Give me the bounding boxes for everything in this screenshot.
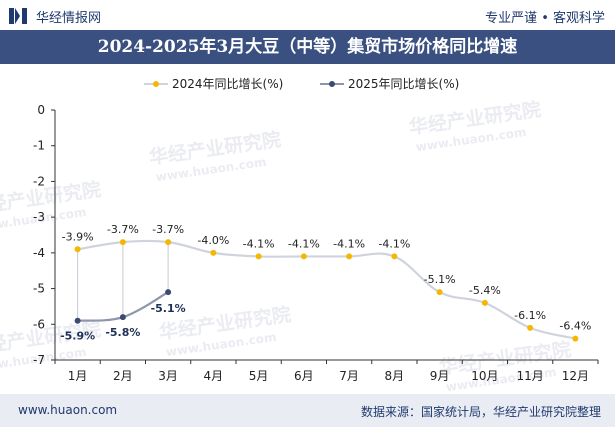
series-2025-data-label: -5.9% — [60, 330, 95, 343]
series-2024-point — [436, 289, 443, 296]
legend-2025-label: 2025年同比增长(%) — [348, 77, 459, 91]
x-tick-label: 8月 — [385, 369, 405, 383]
x-tick-label: 10月 — [471, 369, 498, 383]
y-tick-label: -4 — [33, 246, 45, 260]
x-tick-label: 2月 — [113, 369, 133, 383]
series-2024-point — [255, 253, 262, 260]
series-2024-point — [74, 246, 81, 253]
series-2024-line — [77, 239, 576, 340]
series-2024-point — [391, 253, 398, 260]
series-2025-data-label: -5.1% — [151, 302, 186, 315]
footer-bar: www.huaon.com 数据来源：国家统计局，华经产业研究院整理 — [0, 394, 615, 427]
x-tick-label: 12月 — [562, 369, 589, 383]
legend-2024-marker — [153, 81, 159, 87]
x-tick-label: 11月 — [516, 369, 543, 383]
series-2024-data-label: -4.1% — [243, 237, 275, 250]
y-tick-label: -3 — [33, 210, 45, 224]
series-2024-data-label: -3.7% — [107, 223, 139, 236]
y-tick-label: 0 — [37, 103, 45, 117]
series-2025-point — [165, 289, 172, 296]
series-2024-point — [119, 239, 126, 246]
series-2024-data-label: -6.1% — [514, 309, 546, 322]
series-2024-data-label: -3.7% — [152, 223, 184, 236]
footer-url[interactable]: www.huaon.com — [18, 403, 118, 417]
series-2024-data-label: -4.1% — [288, 237, 320, 250]
series-2025-point — [119, 314, 126, 321]
y-tick-label: -6 — [33, 317, 45, 331]
series-2024-data-label: -4.1% — [333, 237, 365, 250]
x-tick-label: 1月 — [68, 369, 88, 383]
tagline: 专业严谨 • 客观科学 — [485, 11, 605, 26]
logo-icon — [9, 8, 27, 24]
series-2024-point — [481, 299, 488, 306]
series-2024-data-label: -4.0% — [197, 234, 229, 247]
series-2024-data-label: -5.4% — [469, 284, 501, 297]
y-tick-label: -5 — [33, 282, 45, 296]
series-2024-point — [300, 253, 307, 260]
footer-source: 数据来源：国家统计局，华经产业研究院整理 — [360, 405, 601, 419]
y-tick-label: -2 — [33, 174, 45, 188]
x-tick-label: 7月 — [339, 369, 359, 383]
series-2024-data-label: -6.4% — [559, 320, 591, 333]
x-tick-label: 3月 — [158, 369, 178, 383]
series-2024-point — [165, 239, 172, 246]
x-tick-label: 4月 — [204, 369, 224, 383]
legend-2024-label: 2024年同比增长(%) — [172, 77, 283, 91]
series-2024-data-label: -5.1% — [424, 273, 456, 286]
series-2024-point — [527, 324, 534, 331]
y-tick-label: -1 — [33, 139, 45, 153]
series-2025-point — [74, 317, 81, 324]
x-tick-label: 5月 — [249, 369, 269, 383]
series-2025-data-label: -5.8% — [105, 326, 140, 339]
top-bar: 华经情报网 专业严谨 • 客观科学 — [0, 0, 615, 30]
brand-name: 华经情报网 — [36, 11, 102, 26]
series-2024-data-label: -4.1% — [378, 237, 410, 250]
title-bar: 2024-2025年3月大豆（中等）集贸市场价格同比增速 — [0, 30, 615, 64]
x-tick-label: 9月 — [430, 369, 450, 383]
legend-2025-marker — [329, 81, 335, 87]
y-tick-label: -7 — [33, 353, 45, 367]
series-2024-data-label: -3.9% — [62, 230, 94, 243]
line-chart: 华经产业研究院www.huaon.com华经产业研究院www.huaon.com… — [0, 77, 599, 394]
chart-title: 2024-2025年3月大豆（中等）集贸市场价格同比增速 — [97, 37, 518, 57]
series-2024-point — [210, 249, 217, 256]
series-2024-point — [346, 253, 353, 260]
x-tick-label: 6月 — [294, 369, 314, 383]
series-2024-point — [572, 335, 579, 342]
